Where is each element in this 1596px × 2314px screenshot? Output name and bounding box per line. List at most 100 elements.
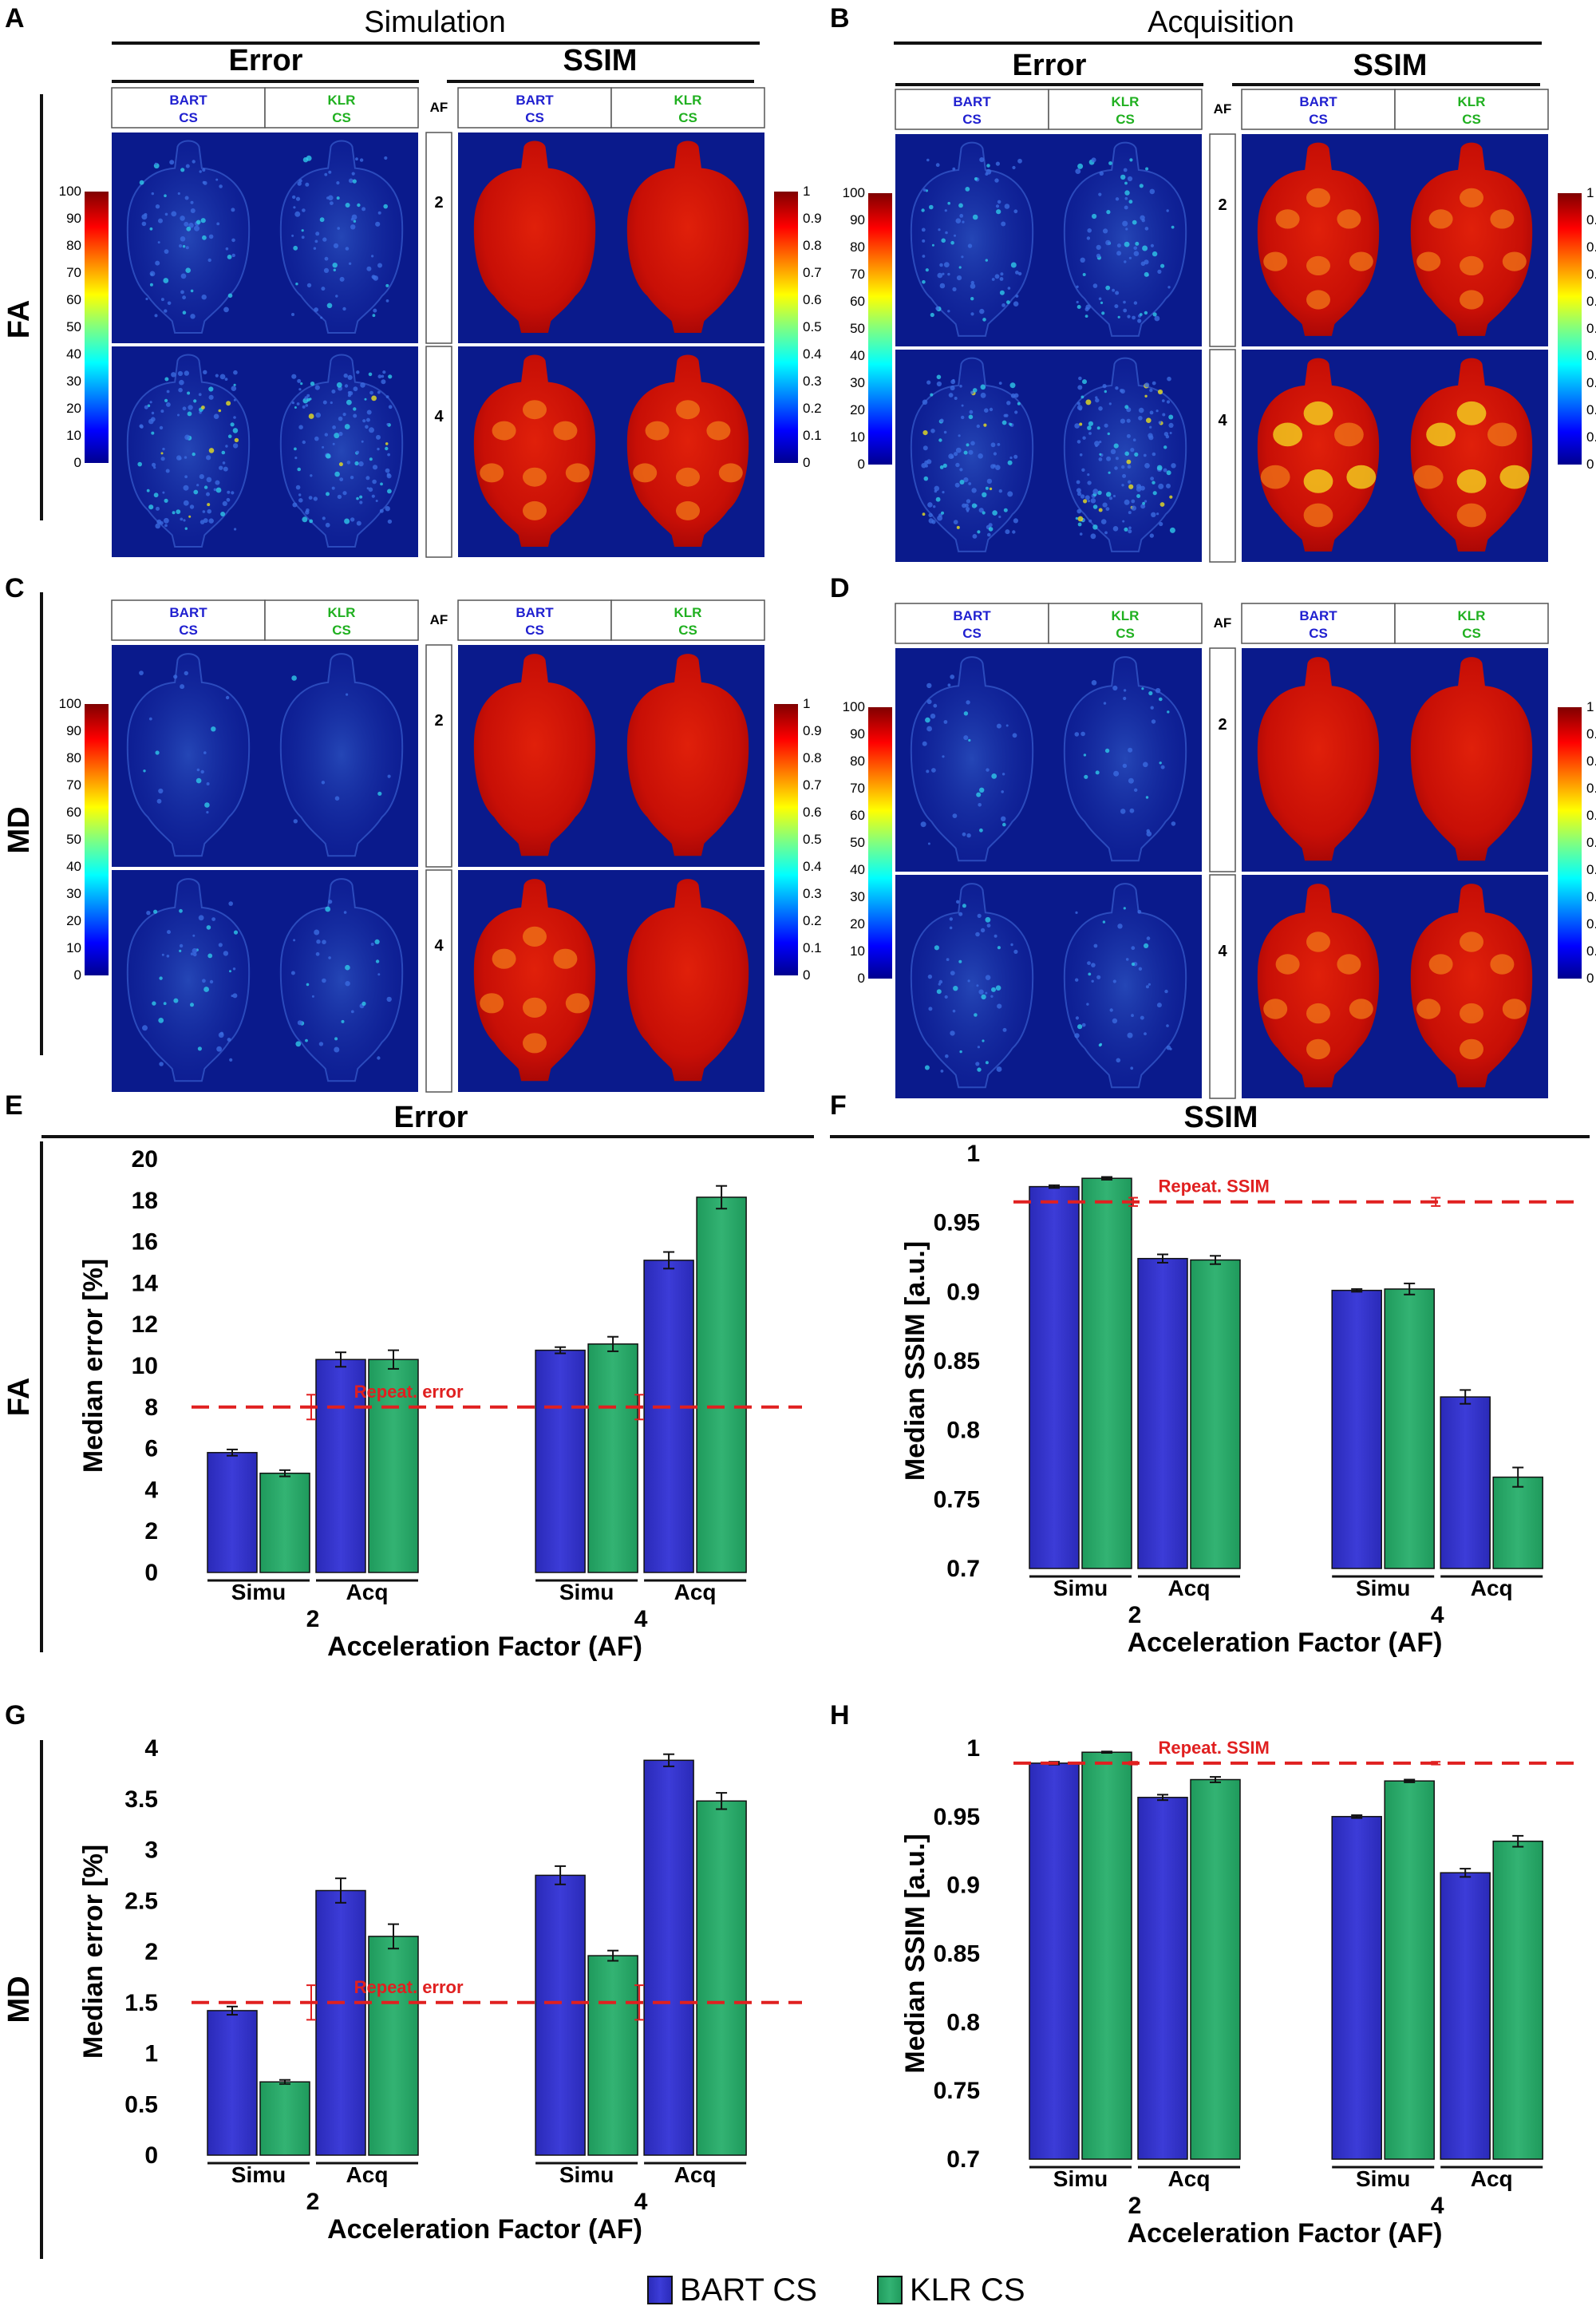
error-map-speck: [1136, 484, 1142, 489]
error-map-speck: [1168, 414, 1174, 420]
error-map-speck: [1015, 295, 1019, 298]
error-map-speck: [1158, 483, 1164, 489]
error-map-speck: [1149, 388, 1153, 393]
error-map-speck: [927, 974, 933, 979]
error-map-speck: [294, 406, 297, 409]
error-map-speck: [961, 255, 964, 259]
error-map-speck: [934, 485, 940, 492]
error-map-speck: [185, 246, 189, 250]
error-map-speck: [1149, 425, 1152, 429]
error-map-speck: [361, 440, 364, 443]
error-map-speck: [337, 227, 341, 230]
error-map-speck: [1152, 491, 1157, 496]
error-map-speck: [231, 491, 235, 495]
error-map-speck: [922, 445, 928, 451]
method-label: CS: [678, 110, 697, 125]
error-map-speck: [1152, 481, 1156, 485]
error-map-speck: [1107, 432, 1111, 436]
error-map-speck: [1144, 227, 1149, 231]
error-colorbar-tick: 50: [850, 835, 865, 850]
subgroup-label: Acq: [1471, 2166, 1513, 2191]
error-map-speck: [939, 283, 946, 289]
error-map-speck: [1007, 491, 1013, 497]
error-map-speck: [959, 214, 964, 218]
error-map-speck: [208, 518, 214, 524]
ssim-colorbar-tick: 0.3: [803, 374, 822, 389]
error-map-speck: [922, 512, 926, 516]
error-map-speck: [1157, 269, 1162, 274]
error-map-speck: [222, 461, 226, 465]
error-map-speck: [358, 461, 364, 467]
error-map-speck: [204, 802, 210, 808]
ssim-map-spot: [1413, 465, 1444, 489]
y-tick-label: 1: [966, 1141, 980, 1167]
subgroup-label: Acq: [346, 1580, 389, 1604]
ssim-colorbar-tick: 0.9: [803, 723, 822, 738]
error-map-speck: [203, 751, 207, 754]
error-map-speck: [156, 519, 162, 524]
error-map-speck: [942, 755, 945, 758]
error-map-speck: [1096, 426, 1100, 430]
error-map-speck: [293, 819, 298, 824]
error-map-speck: [985, 1061, 989, 1065]
error-map-speck: [294, 447, 297, 451]
ssim-colorbar-gradient: [774, 704, 798, 975]
error-map-speck: [1097, 490, 1102, 495]
error-map-speck: [313, 247, 317, 250]
error-map-speck: [314, 385, 320, 390]
error-map-speck: [1091, 979, 1094, 983]
error-map-speck: [948, 453, 954, 459]
error-map-speck: [1113, 443, 1119, 449]
error-map-speck: [997, 200, 1001, 204]
y-tick-label: 0.7: [946, 2146, 980, 2173]
error-map-speck: [938, 983, 942, 986]
error-map-speck: [227, 1038, 231, 1042]
error-map-speck: [315, 412, 322, 418]
error-map-speck: [297, 1020, 302, 1026]
error-map-speck: [188, 405, 193, 410]
error-map-speck: [1076, 488, 1081, 493]
error-map-speck: [220, 512, 226, 516]
error-map-speck: [139, 180, 144, 185]
error-map-speck: [177, 192, 180, 196]
error-map-speck: [302, 208, 306, 212]
af-cell: [1209, 133, 1236, 347]
error-map-speck: [215, 374, 219, 378]
error-colorbar-tick: 70: [850, 267, 865, 282]
error-map-speck: [1104, 390, 1108, 394]
error-map-speck: [967, 979, 970, 983]
error-map-shape: [126, 878, 251, 1082]
error-map-speck: [1144, 943, 1149, 948]
error-map-speck: [148, 504, 154, 510]
subgroup-label: Acq: [346, 2162, 389, 2187]
af-value: 4: [434, 937, 444, 955]
error-map-speck: [365, 417, 370, 422]
error-map-speck: [223, 307, 229, 313]
error-map-speck: [190, 289, 194, 293]
bar-klr: [1492, 1840, 1543, 2160]
ssim-map-shape: [1257, 358, 1380, 552]
error-map-speck: [931, 243, 934, 247]
y-tick-label: 16: [132, 1229, 158, 1256]
ssim-colorbar-tick: 0.4: [803, 346, 822, 362]
error-colorbar-tick: 50: [850, 321, 865, 336]
error-map-speck: [158, 788, 164, 794]
error-map-speck: [1099, 171, 1104, 176]
error-map-speck: [377, 390, 381, 394]
error-map-speck: [947, 272, 950, 276]
error-map-speck: [986, 478, 993, 485]
error-map-speck: [1131, 505, 1137, 511]
error-map-speck: [234, 437, 239, 443]
error-map-speck: [190, 314, 196, 319]
error-map-speck: [926, 769, 930, 773]
y-axis-label: Median SSIM [a.u.]: [900, 1241, 930, 1481]
error-map-speck: [223, 951, 229, 956]
error-map-speck: [321, 287, 326, 291]
method-label: CS: [332, 110, 351, 125]
error-map-speck: [1087, 473, 1090, 477]
error-colorbar-tick: 80: [66, 750, 81, 765]
error-map-speck: [301, 229, 304, 232]
error-map-speck: [1010, 393, 1016, 398]
ssim-map-spot: [1337, 954, 1361, 975]
error-map-speck: [350, 1010, 354, 1014]
